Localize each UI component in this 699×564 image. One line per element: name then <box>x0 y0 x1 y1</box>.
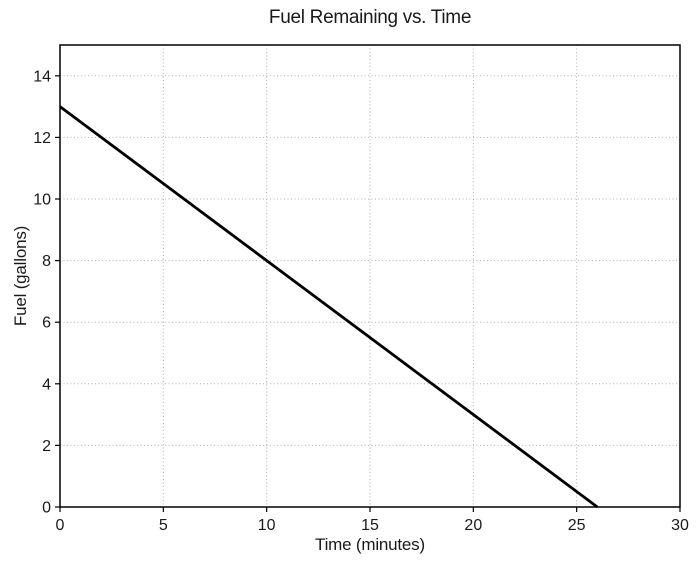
y-axis-label: Fuel (gallons) <box>11 225 30 327</box>
y-tick-label: 0 <box>42 500 51 517</box>
y-tick-label: 8 <box>42 253 51 270</box>
x-tick-label: 15 <box>361 517 379 534</box>
y-tick-label: 14 <box>33 68 51 85</box>
x-axis-label: Time (minutes) <box>315 535 425 554</box>
chart-title: Fuel Remaining vs. Time <box>268 7 472 28</box>
y-tick-label: 12 <box>33 130 51 147</box>
x-tick-label: 30 <box>671 517 689 534</box>
data-line-fuel-remaining <box>59 105 599 509</box>
x-tick-label: 5 <box>159 517 168 534</box>
x-tick-label: 10 <box>258 517 276 534</box>
y-tick-label: 10 <box>33 192 51 209</box>
y-tick-label: 4 <box>42 376 51 393</box>
y-tick-label: 6 <box>42 315 51 332</box>
x-tick-label: 0 <box>56 517 65 534</box>
x-tick-label: 20 <box>464 517 482 534</box>
y-tick-label: 2 <box>42 438 51 455</box>
x-tick-label: 25 <box>568 517 586 534</box>
